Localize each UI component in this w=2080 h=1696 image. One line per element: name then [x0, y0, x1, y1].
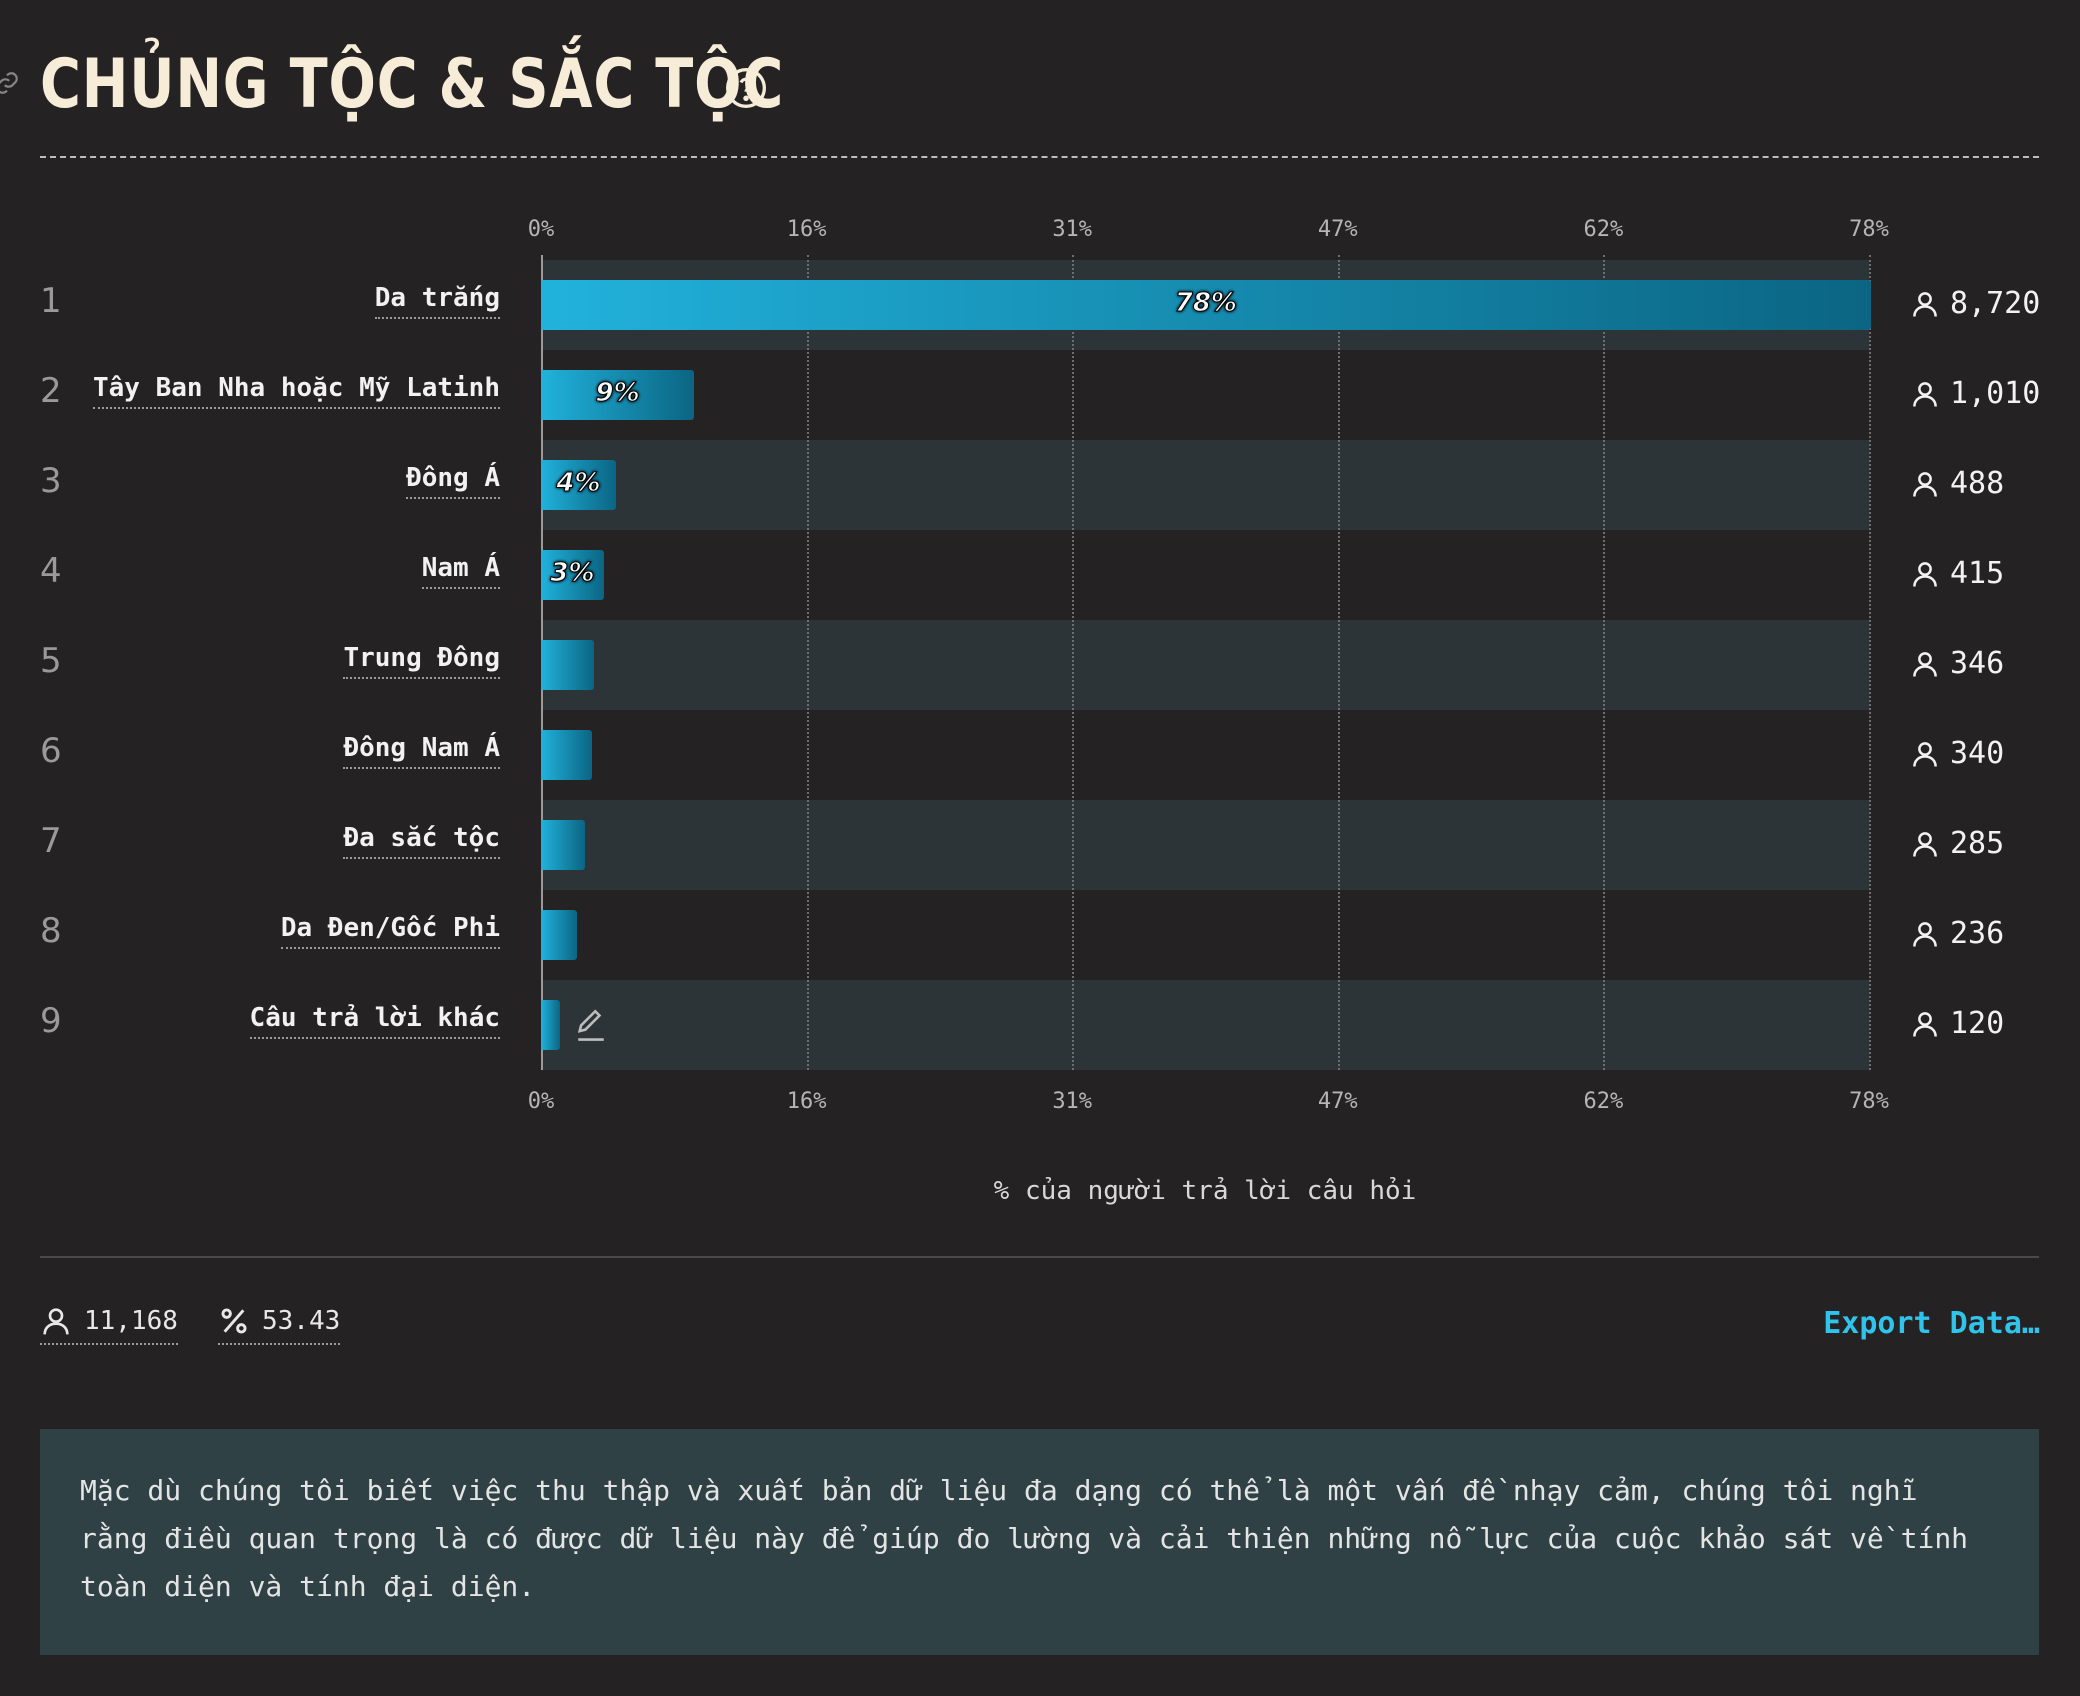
person-icon	[1913, 561, 1937, 587]
person-icon	[43, 1308, 69, 1335]
person-icon	[1913, 831, 1937, 857]
row-background	[541, 440, 1869, 530]
row-rank: 1	[40, 281, 62, 321]
row-background	[541, 620, 1869, 710]
respondent-count: 488	[1910, 466, 2004, 501]
x-tick-label-top: 62%	[1583, 217, 1624, 242]
person-icon	[1913, 381, 1937, 407]
person-icon	[1913, 291, 1937, 317]
respondent-count: 1,010	[1910, 376, 2040, 411]
respondents-stat[interactable]: 11,168	[40, 1305, 178, 1345]
category-label[interactable]: Da Đen/Gốc Phi	[280, 913, 500, 949]
category-label[interactable]: Câu trả lời khác	[249, 1003, 500, 1039]
bar[interactable]	[541, 1000, 560, 1050]
x-tick-label-bottom: 0%	[527, 1089, 555, 1114]
bar[interactable]	[541, 550, 604, 600]
respondent-count-value: 415	[1950, 556, 2005, 591]
bar-value-label: 4%	[556, 468, 601, 499]
row-rank: 7	[40, 821, 62, 861]
bar[interactable]	[541, 730, 593, 780]
respondent-count-value: 346	[1950, 646, 2005, 681]
respondent-count-value: 340	[1950, 736, 2005, 771]
bar-value-label: 9%	[595, 378, 640, 409]
title-divider	[40, 156, 2039, 158]
grid-line	[806, 255, 809, 1070]
respondent-count-value: 1,010	[1950, 376, 2041, 411]
category-label[interactable]: Đông Nam Á	[343, 733, 500, 769]
respondent-count: 120	[1910, 1006, 2004, 1041]
bar[interactable]	[541, 370, 695, 420]
x-tick-label-bottom: 31%	[1052, 1089, 1093, 1114]
row-rank: 8	[40, 911, 62, 951]
respondent-count: 415	[1910, 556, 2004, 591]
row-background	[541, 530, 1869, 620]
grid-line	[1072, 255, 1075, 1070]
row-background	[541, 350, 1869, 440]
person-icon	[1913, 741, 1937, 767]
respondent-count-value: 488	[1950, 466, 2005, 501]
row-background	[541, 890, 1869, 980]
respondent-count: 340	[1910, 736, 2004, 771]
bar-value-label: 78%	[1174, 288, 1237, 319]
row-rank: 6	[40, 731, 62, 771]
grid-line	[1603, 255, 1606, 1070]
percent-value: 53.43	[262, 1306, 341, 1336]
respondent-count-value: 120	[1950, 1006, 2005, 1041]
row-background	[541, 980, 1869, 1070]
question-circle-icon[interactable]	[724, 66, 768, 110]
grid-line	[1869, 255, 1871, 1070]
x-tick-label-top: 47%	[1317, 217, 1358, 242]
person-icon	[1913, 921, 1937, 947]
category-label[interactable]: Đa sắc tộc	[343, 823, 500, 859]
row-rank: 3	[40, 461, 62, 501]
x-tick-label-bottom: 78%	[1849, 1089, 1889, 1114]
pencil-icon[interactable]	[574, 1005, 608, 1043]
x-tick-label-top: 31%	[1052, 217, 1093, 242]
section-divider	[40, 1256, 2039, 1258]
export-data-link[interactable]: Export Data…	[1823, 1306, 2040, 1341]
category-label[interactable]: Da trắng	[374, 283, 500, 319]
category-label[interactable]: Trung Đông	[343, 643, 500, 679]
respondent-count-value: 8,720	[1950, 286, 2041, 321]
bar[interactable]	[541, 640, 594, 690]
x-tick-label-bottom: 62%	[1583, 1089, 1624, 1114]
row-background	[541, 710, 1869, 800]
x-tick-label-bottom: 47%	[1317, 1089, 1358, 1114]
percent-stat[interactable]: 53.43	[218, 1305, 341, 1345]
x-tick-label-bottom: 16%	[786, 1089, 827, 1114]
row-rank: 2	[40, 371, 62, 411]
person-icon	[1913, 471, 1937, 497]
bar-value-label: 3%	[550, 558, 595, 589]
row-rank: 9	[40, 1001, 62, 1041]
respondent-count-value: 285	[1950, 826, 2005, 861]
respondent-count: 285	[1910, 826, 2004, 861]
category-label[interactable]: Tây Ban Nha hoặc Mỹ Latinh	[93, 373, 500, 409]
respondent-count: 236	[1910, 916, 2004, 951]
bar-chart: 0% 0% 16% 16% 31% 31% 47% 47% 62% 62% 78% 78% 1 Da tr…	[40, 217, 2040, 1206]
grid-line	[1337, 255, 1340, 1070]
link-icon[interactable]	[0, 70, 20, 96]
bar[interactable]	[541, 280, 1871, 330]
category-label[interactable]: Nam Á	[421, 553, 500, 589]
x-tick-label-top: 0%	[527, 217, 555, 242]
page-title: CHỦNG TỘC & SẮC TỘC	[40, 45, 785, 124]
x-tick-label-top: 78%	[1849, 217, 1889, 242]
person-icon	[1913, 1011, 1937, 1037]
percent-icon	[221, 1308, 247, 1334]
row-rank: 4	[40, 551, 62, 591]
x-tick-label-top: 16%	[786, 217, 827, 242]
respondent-count: 8,720	[1910, 286, 2040, 321]
x-axis-title: % của người trả lời câu hỏi	[993, 1176, 1417, 1206]
bar[interactable]	[541, 460, 616, 510]
bar[interactable]	[541, 820, 586, 870]
info-note: Mặc dù chúng tôi biết việc thu thập và x…	[40, 1429, 2039, 1655]
category-label[interactable]: Đông Á	[406, 463, 500, 499]
respondent-count: 346	[1910, 646, 2004, 681]
person-icon	[1913, 651, 1937, 677]
respondents-count: 11,168	[84, 1306, 178, 1336]
respondent-count-value: 236	[1950, 916, 2005, 951]
bar[interactable]	[541, 910, 577, 960]
row-rank: 5	[40, 641, 62, 681]
row-background	[541, 800, 1869, 890]
